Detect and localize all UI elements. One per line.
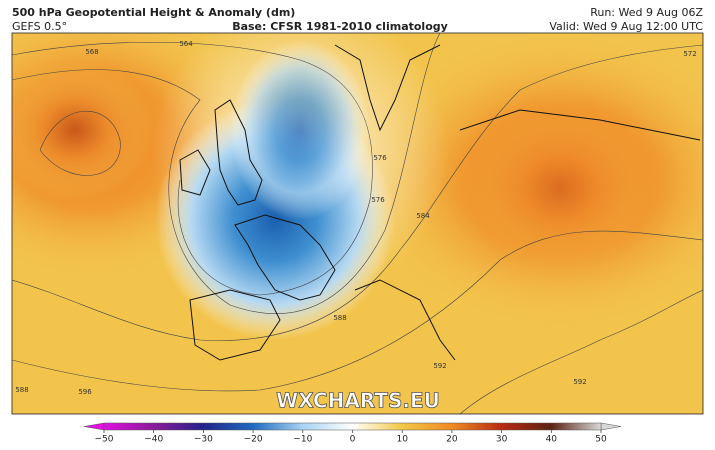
contour-label: 576	[373, 154, 387, 162]
colorbar-tick-label: 10	[396, 435, 408, 445]
title: 500 hPa Geopotential Height & Anomaly (d…	[12, 6, 295, 19]
colorbar-tick-label: −10	[293, 435, 312, 445]
colorbar-scale	[103, 422, 602, 431]
contour-labels: 568 564 572 576 576 584 588 592 592 596 588	[15, 40, 696, 396]
contour-label: 576	[371, 196, 385, 204]
colorbar-tick-label: −40	[144, 435, 163, 445]
colorbar-tick-label: −50	[95, 435, 114, 445]
colorbar-tick-label: −20	[244, 435, 263, 445]
contour-label: 588	[333, 314, 346, 322]
contour-label: 592	[433, 362, 446, 370]
valid: Valid: Wed 9 Aug 12:00 UTC	[549, 20, 703, 33]
colorbar-tick-label: −30	[194, 435, 213, 445]
contour-label: 564	[179, 40, 193, 48]
contour-label: 584	[416, 212, 430, 220]
contour-label: 592	[573, 378, 586, 386]
run: Run: Wed 9 Aug 06Z	[590, 6, 703, 19]
watermark: WXCHARTS.EU	[276, 389, 440, 413]
colorbar-tick-label: 20	[446, 435, 458, 445]
colorbar-max-arrow	[600, 422, 622, 431]
contour-label: 572	[683, 50, 696, 58]
colorbar-min-arrow	[83, 422, 105, 431]
model: GEFS 0.5°	[12, 20, 67, 33]
base: Base: CFSR 1981-2010 climatology	[232, 20, 448, 33]
colorbar-tick-label: 50	[595, 435, 607, 445]
contour-label: 588	[15, 386, 28, 394]
contour-label: 596	[78, 388, 92, 396]
colorbar-tick-label: 0	[350, 435, 356, 445]
map-frame	[11, 32, 704, 415]
colorbar-tick-label: 40	[546, 435, 558, 445]
contour-label: 568	[85, 48, 98, 56]
map	[12, 33, 703, 414]
colorbar-tick-label: 30	[496, 435, 508, 445]
colorbar: −50 −40 −30 −20 −10 0 10 20 30 40 50	[83, 422, 622, 445]
